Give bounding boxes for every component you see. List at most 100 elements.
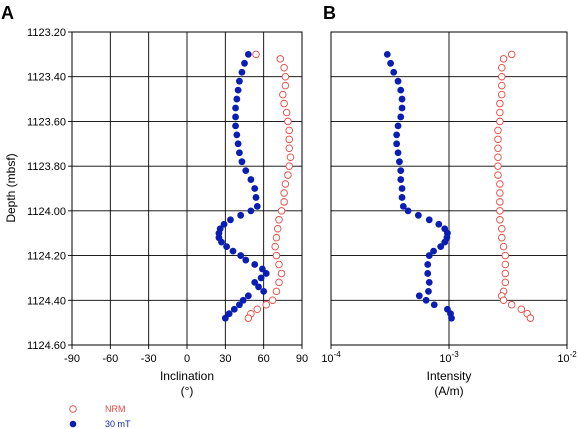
intensity-30mt-point (387, 59, 395, 67)
inclination-tick-label: -30 (141, 353, 157, 365)
inclination-nrm-point (262, 301, 270, 309)
intensity-nrm-point (499, 242, 508, 251)
inclination-nrm-point (281, 180, 290, 188)
inclination-nrm-point (271, 242, 279, 251)
intensity-nrm-point (496, 207, 504, 215)
intensity-tick-label: 10-4 (321, 350, 341, 365)
inclination-30mt-point (258, 265, 266, 273)
intensity-nrm-point (499, 55, 508, 63)
intensity-30mt-point (441, 238, 449, 246)
inclination-nrm-point (280, 64, 288, 72)
intensity-nrm-point (501, 251, 510, 260)
inclination-panel: 1123.20 1123.40 1123.60 1123.80 1124.00 1124.… (4, 27, 308, 398)
intensity-30mt-point (425, 287, 432, 295)
intensity-30mt-point (425, 279, 433, 286)
inclination-tick-label: 0 (184, 353, 190, 365)
intensity-30mt-point (398, 95, 406, 103)
intensity-30mt-point (394, 77, 402, 85)
inclination-tick-label: -60 (102, 353, 118, 365)
intensity-nrm-point (494, 162, 502, 170)
inclination-30mt-point (242, 256, 250, 264)
inclination-nrm-point (285, 162, 293, 170)
intensity-30mt-point (398, 185, 406, 192)
intensity-tick-labels: 10-4 10-3 10-2 (321, 350, 577, 365)
intensity-30mt-point (430, 247, 437, 255)
intensity-tick-label: 10-2 (557, 350, 577, 365)
inclination-30mt-point (255, 283, 262, 291)
inclination-30mt-point (235, 301, 243, 309)
intensity-30mt-point (430, 301, 438, 309)
inclination-30mt-point (232, 104, 239, 112)
inclination-30mt-point (252, 194, 260, 201)
inclination-30mt-point (238, 68, 246, 76)
inclination-nrm-point (277, 207, 286, 215)
depth-tick-label: 1124.60 (27, 340, 66, 352)
inclination-30mt-point (230, 305, 238, 313)
intensity-30mt-point (398, 104, 406, 112)
inclination-nrm-point (275, 216, 283, 224)
intensity-nrm-point (499, 296, 508, 305)
inclination-30mt-point (239, 296, 247, 304)
legend-30mt-marker (69, 420, 77, 428)
inclination-nrm-point (284, 171, 292, 179)
intensity-nrm-point (496, 198, 504, 206)
intensity-30mt-point (396, 158, 403, 166)
inclination-30mt-point (251, 279, 259, 286)
inclination-30mt-point (233, 131, 241, 139)
panel-b-letter: B (323, 3, 336, 23)
intensity-nrm-point (496, 99, 504, 108)
depth-axis-label: Depth (mbsf) (4, 153, 18, 222)
intensity-30mt-point (414, 211, 422, 219)
inclination-30mt-point (251, 185, 259, 192)
inclination-30mt-point (260, 287, 268, 295)
intensity-nrm-point (507, 301, 516, 309)
inclination-axis-label: Inclination (160, 369, 214, 383)
intensity-nrm-point (517, 305, 526, 313)
inclination-nrm-point (275, 260, 283, 269)
inclination-nrm-point (282, 108, 291, 117)
intensity-nrm-point (501, 278, 510, 287)
inclination-30mt-point (234, 86, 242, 94)
intensity-30mt-point (383, 50, 391, 58)
inclination-tick-label: 90 (296, 353, 308, 365)
intensity-frame (330, 31, 568, 346)
inclination-30mt-point (218, 238, 225, 246)
intensity-30mt-point (424, 270, 432, 277)
inclination-nrm-point (280, 189, 288, 197)
inclination-nrm-point (252, 50, 260, 59)
inclination-nrm-point (272, 233, 281, 242)
inclination-nrm-point (272, 287, 281, 296)
inclination-30mt-point (247, 207, 255, 215)
inclination-30mt-point (238, 158, 246, 166)
intensity-nrm-point (494, 144, 502, 153)
intensity-30mt-point (393, 140, 401, 148)
inclination-axis-unit: (°) (181, 384, 194, 398)
inclination-nrm-point (272, 251, 281, 260)
intensity-30mt-point (415, 292, 423, 300)
intensity-30mt-point (424, 261, 432, 268)
panel-a-letter: A (1, 3, 14, 23)
intensity-30mt-point (425, 216, 433, 224)
inclination-30mt-point (234, 140, 242, 148)
inclination-nrm-point (285, 144, 293, 153)
intensity-nrm-point (494, 135, 502, 144)
depth-tick-label: 1123.60 (27, 116, 66, 128)
depth-tick-label: 1123.20 (27, 27, 66, 39)
intensity-axis-unit: (A/m) (434, 384, 463, 398)
inclination-30mt-point (220, 220, 228, 228)
legend-nrm-label: NRM (105, 404, 126, 414)
intensity-nrm-point (498, 224, 506, 233)
intensity-30mt-point (398, 194, 406, 201)
inclination-30mt-point (227, 216, 234, 224)
intensity-30mt-point (397, 113, 405, 121)
inclination-nrm-point (281, 81, 290, 90)
intensity-nrm-point (498, 81, 506, 90)
intensity-30mt-point (394, 122, 402, 130)
intensity-30mt-point (393, 131, 401, 139)
inclination-30mt-point (235, 149, 243, 157)
inclination-30mt-point (233, 95, 241, 103)
inclination-30mt-point (253, 202, 261, 210)
intensity-30mt-point (397, 176, 405, 183)
inclination-nrm-point (281, 72, 290, 81)
intensity-30mt-point (397, 86, 405, 94)
